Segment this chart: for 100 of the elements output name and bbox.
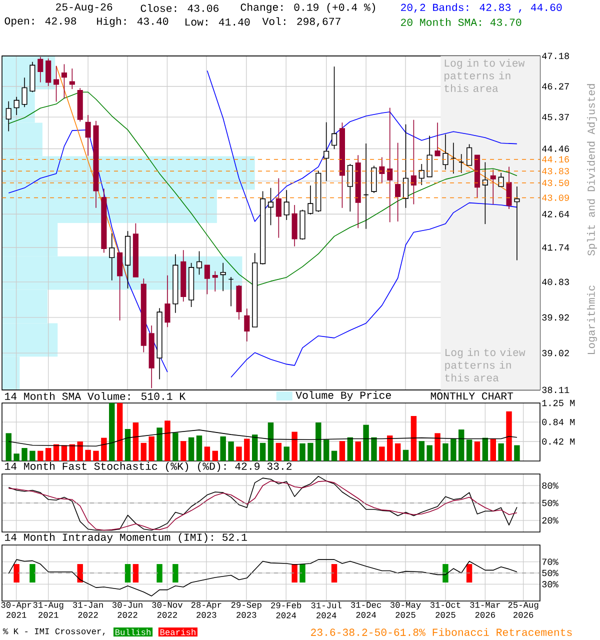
- bar: [196, 435, 202, 462]
- x-tick-label: 31-Jan 2022: [72, 602, 103, 618]
- bar: [85, 450, 91, 462]
- candlestick: [308, 185, 314, 215]
- y-tick-label: 44.46: [542, 146, 569, 152]
- bar: [426, 445, 432, 462]
- bar: [93, 450, 99, 462]
- line-series: [8, 559, 518, 596]
- bar: [514, 445, 520, 462]
- text: Bearish: [160, 628, 196, 636]
- candlestick: [85, 114, 91, 156]
- bar: [292, 432, 298, 462]
- candlestick: [347, 164, 353, 212]
- candlestick: [450, 142, 456, 174]
- candlestick: [418, 164, 424, 186]
- candlestick: [220, 262, 226, 292]
- bar: [442, 443, 448, 462]
- text: Logarithmic: [587, 286, 597, 354]
- bar: [394, 443, 401, 462]
- y-tick-label: 50%: [542, 570, 558, 576]
- bar: [482, 438, 488, 462]
- y-tick-label: 20%: [542, 517, 558, 524]
- legend-title: % K - IMI Crossover,: [2, 628, 105, 636]
- y-tick-label: 47.18: [542, 52, 569, 60]
- candlestick: [498, 172, 504, 187]
- chart-title: 14 Month Fast Stochastic (%K) (%D): 42.9 33.2: [5, 462, 292, 472]
- bar: [466, 440, 472, 462]
- line-series: [8, 430, 518, 447]
- bar: [220, 436, 226, 462]
- candlestick: [22, 77, 28, 108]
- bar: [61, 445, 68, 462]
- y-tick-label: 45.37: [542, 114, 569, 120]
- candlestick: [61, 64, 67, 99]
- bar: [474, 442, 480, 462]
- candlestick: [331, 66, 338, 150]
- bar: [339, 441, 346, 462]
- candlestick: [379, 156, 385, 184]
- bar: [101, 438, 107, 462]
- y-axis-title: Split and Dividend Adjusted: [587, 84, 597, 256]
- text: 23.6-38.2-50-61.8% Fibonacci Retracements: [311, 628, 572, 636]
- y-tick-label: 50%: [542, 500, 558, 506]
- bar: [188, 437, 194, 462]
- bar: [331, 450, 338, 462]
- candlestick: [426, 135, 432, 178]
- candlestick: [410, 119, 416, 205]
- bar: [379, 446, 385, 462]
- candlestick: [442, 134, 448, 170]
- y-tick-label: 80%: [542, 482, 558, 489]
- candlestick: [514, 186, 520, 261]
- bar: [77, 442, 83, 462]
- bar: [212, 450, 218, 462]
- bar: [323, 440, 330, 462]
- x-tick-label: 29-Sep 2023: [231, 602, 262, 618]
- candlestick: [14, 96, 20, 116]
- bar: [276, 442, 282, 462]
- candlestick: [284, 190, 290, 220]
- candlestick: [363, 143, 369, 230]
- x-tick-label: 28-Apr 2023: [191, 602, 222, 618]
- bar: [164, 420, 170, 462]
- bar: [498, 443, 504, 462]
- bar: [410, 416, 417, 462]
- x-tick-label: 31-Oct 2025: [430, 602, 460, 618]
- bar: [371, 437, 377, 462]
- bar: [506, 411, 512, 462]
- candlestick: [228, 276, 234, 307]
- bar: [116, 403, 123, 462]
- chart-title: 14 Month SMA Volume: 510.1 K: [5, 392, 186, 400]
- bar: [140, 442, 147, 462]
- bar: [172, 432, 178, 462]
- bar: [45, 448, 52, 462]
- text: Change: 0.19 (+0.4 %): [240, 3, 375, 13]
- bar: [228, 442, 234, 462]
- y-tick-label: 40.83: [542, 278, 569, 286]
- candlestick: [164, 275, 170, 328]
- bar: [363, 424, 369, 462]
- bar: [14, 454, 20, 462]
- candlestick: [371, 165, 377, 194]
- y-tick-label: 1.25 M: [542, 400, 575, 406]
- bar: [284, 446, 290, 462]
- bar: [458, 429, 464, 462]
- candlestick: [117, 252, 123, 321]
- text: High: 43.40: [97, 17, 168, 27]
- annotation: Log in to view patterns in this area: [445, 348, 526, 382]
- y-tick-label: 38.11: [542, 386, 570, 394]
- x-tick-label: 31-Jul 2024: [311, 602, 342, 618]
- bar: [268, 422, 274, 462]
- bar: [30, 450, 36, 462]
- ref-line-label: 43.83: [542, 168, 569, 174]
- line-series: [206, 70, 518, 222]
- candlestick: [244, 308, 250, 342]
- bar: [38, 450, 44, 462]
- bar: [22, 448, 28, 462]
- candlestick: [387, 107, 393, 223]
- y-tick-label: 46.27: [542, 83, 569, 90]
- candlestick: [46, 58, 52, 86]
- x-tick-label: 25-Aug 2026: [508, 602, 538, 618]
- x-tick-label: 31-Mar 2026: [470, 602, 500, 618]
- text: Close: 43.06: [140, 4, 219, 12]
- bar: [148, 436, 154, 462]
- y-tick-label: 70%: [542, 558, 558, 565]
